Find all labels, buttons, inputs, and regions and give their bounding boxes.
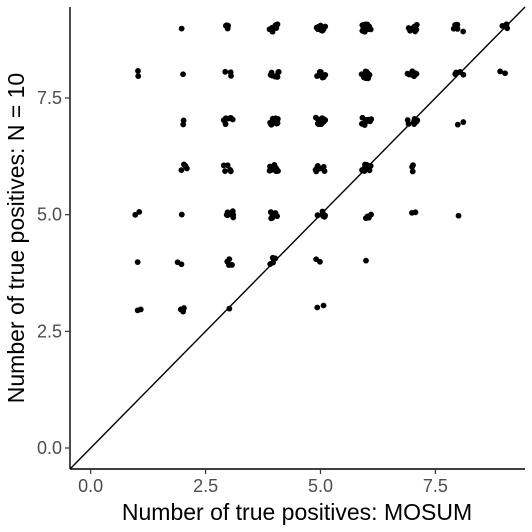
x-tick-label: 5.0 <box>308 476 333 496</box>
data-point <box>269 72 276 79</box>
data-point <box>409 209 415 216</box>
data-point <box>320 302 327 309</box>
x-axis-title: Number of true positives: MOSUM <box>122 499 472 525</box>
y-axis-title: Number of true positives: N = 10 <box>3 73 29 403</box>
x-axis-ticks: 0.0 2.5 5.0 7.5 <box>78 469 448 496</box>
data-point <box>222 68 229 75</box>
data-point <box>134 307 141 314</box>
data-point <box>319 208 326 215</box>
data-point <box>364 70 371 77</box>
data-point <box>405 121 412 127</box>
data-point <box>497 68 504 75</box>
data-point <box>272 115 279 122</box>
data-point <box>182 163 189 169</box>
data-point <box>321 168 328 175</box>
data-point <box>228 72 234 79</box>
data-point <box>413 26 420 33</box>
data-point <box>135 73 142 80</box>
data-point <box>134 259 141 266</box>
data-point <box>404 70 411 77</box>
data-point <box>502 70 508 77</box>
data-point <box>222 168 228 175</box>
data-point <box>368 211 374 218</box>
data-point <box>226 305 233 312</box>
data-point <box>317 69 324 75</box>
data-point <box>413 118 420 125</box>
y-tick-label: 5.0 <box>37 205 62 225</box>
data-point <box>226 261 233 268</box>
x-tick-label: 2.5 <box>193 476 218 496</box>
y-tick-label: 2.5 <box>37 321 62 341</box>
data-point <box>365 24 372 31</box>
data-point <box>362 215 369 222</box>
data-point <box>455 212 462 219</box>
data-point <box>453 21 460 28</box>
data-point <box>266 167 273 174</box>
data-point <box>314 304 321 311</box>
data-point <box>460 119 467 125</box>
data-point <box>358 71 365 78</box>
data-point <box>499 22 506 29</box>
data-point <box>268 209 274 216</box>
data-point <box>363 257 369 264</box>
data-point <box>412 70 419 77</box>
data-point <box>460 28 467 35</box>
identity-reference-line <box>69 6 526 470</box>
data-point <box>135 68 141 74</box>
data-point <box>224 212 231 219</box>
data-point <box>409 168 416 175</box>
data-point <box>224 25 231 32</box>
data-point <box>222 115 229 122</box>
data-point <box>268 215 275 222</box>
data-point <box>359 114 366 121</box>
data-point <box>275 69 282 75</box>
data-point <box>227 166 233 173</box>
data-point <box>229 208 236 215</box>
data-point <box>178 211 185 218</box>
data-point <box>273 21 279 28</box>
data-point <box>368 116 375 123</box>
data-point <box>320 213 327 219</box>
data-point <box>317 258 323 265</box>
data-point <box>136 209 143 215</box>
data-point <box>320 26 327 33</box>
data-point <box>230 214 237 221</box>
data-point <box>322 117 329 123</box>
data-point <box>222 121 229 128</box>
data-point <box>316 118 323 125</box>
data-point <box>268 121 275 128</box>
data-point <box>178 25 185 32</box>
data-point <box>273 165 280 172</box>
data-point <box>178 261 185 268</box>
data-point <box>180 121 187 128</box>
data-point <box>132 211 139 218</box>
y-axis-ticks: 0.0 2.5 5.0 7.5 <box>37 88 70 458</box>
data-point <box>319 74 326 81</box>
data-point <box>413 21 420 28</box>
x-tick-label: 0.0 <box>78 476 103 496</box>
data-point <box>267 163 273 170</box>
data-point <box>312 114 319 121</box>
points-layer <box>132 21 511 315</box>
data-point <box>180 71 186 78</box>
y-tick-label: 0.0 <box>37 438 62 458</box>
data-point <box>361 24 368 31</box>
data-point <box>177 306 184 313</box>
data-point <box>274 213 280 220</box>
data-point <box>313 168 320 175</box>
x-tick-label: 7.5 <box>423 476 448 496</box>
data-point <box>226 256 233 263</box>
y-tick-label: 7.5 <box>37 88 62 108</box>
data-point <box>410 162 416 169</box>
data-point <box>361 122 368 128</box>
data-point <box>454 121 461 128</box>
data-point <box>224 162 231 169</box>
data-point <box>178 167 185 173</box>
data-point <box>267 261 274 267</box>
